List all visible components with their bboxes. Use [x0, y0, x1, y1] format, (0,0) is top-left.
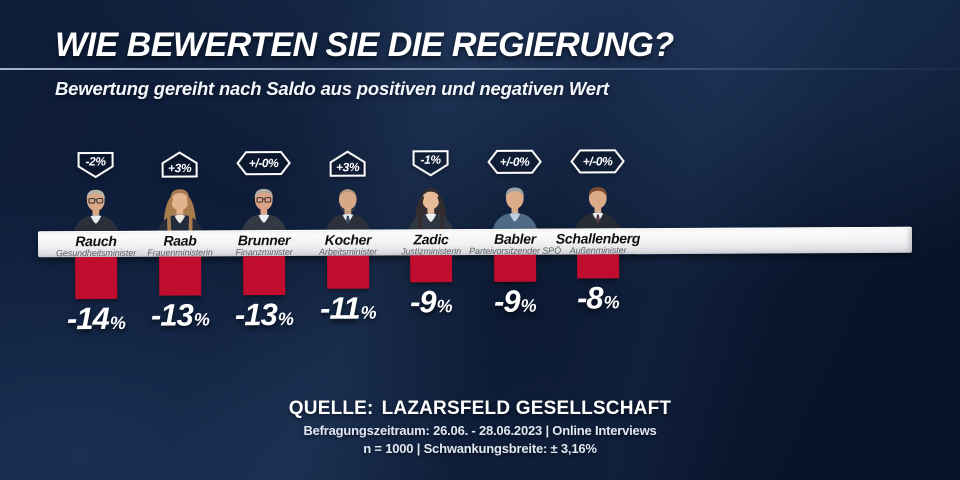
value-percent-sign: % [436, 296, 453, 317]
page-subtitle: Bewertung gereiht nach Saldo aus positiv… [55, 78, 609, 99]
change-badge-shape-icon [77, 151, 114, 179]
value-number: -14 [66, 300, 109, 337]
minister-column: +3% Raab Frauenministerin -13% [120, 147, 241, 378]
value-number: -9 [493, 283, 520, 319]
change-badge-shape-icon [329, 150, 366, 177]
sample-size: n = 1000 | Schwankungsbreite: ± 3,16% [363, 441, 597, 456]
change-value: +/-0% [248, 156, 279, 171]
value-number: -9 [409, 284, 436, 320]
change-value: +3% [168, 161, 192, 176]
survey-period: Befragungszeitraum: 26.06. - 28.06.2023 … [303, 423, 657, 438]
value-bar [494, 254, 537, 282]
value-number: -11 [319, 290, 360, 326]
change-badge: -2% [77, 151, 114, 179]
value-bar [577, 254, 620, 279]
change-badge-shape-icon [570, 149, 625, 174]
person-avatar-icon [319, 182, 377, 230]
nameplate: Schallenberg Außenminister [538, 230, 658, 257]
minister-name: Schallenberg [555, 230, 641, 247]
value-bar [410, 255, 453, 283]
change-value: +/-0% [582, 154, 613, 169]
change-badge-shape-icon [412, 150, 449, 177]
change-badge: +/-0% [570, 149, 625, 174]
person-avatar-icon [235, 182, 293, 231]
value-percent-sign: % [603, 292, 620, 313]
value-bar [327, 255, 370, 289]
change-badge: -1% [412, 150, 449, 177]
value-bar [243, 256, 286, 296]
change-badge-shape-icon [487, 149, 542, 174]
value-bar [75, 256, 118, 300]
value-number: -8 [576, 280, 603, 316]
minister-column: +/-0% Schallenberg Außenminister -8% [538, 145, 659, 376]
change-value: -1% [420, 152, 441, 167]
minister-column: +/-0% Brunner Finanzminister -13% [204, 147, 325, 378]
value-number: -13 [150, 297, 193, 333]
minister-column: -1% Zadic Justizministerin -9% [371, 146, 492, 377]
source-label: QUELLE: [288, 398, 374, 419]
change-value: -2% [85, 154, 106, 169]
value-number: -13 [234, 297, 277, 333]
change-badge: +/-0% [487, 149, 542, 174]
change-value: +3% [336, 160, 360, 175]
title-divider [0, 68, 960, 70]
minister-column: -2% Rauch Gesundheitsminister -14% [36, 148, 157, 379]
change-badge-shape-icon [161, 151, 198, 178]
value-label: -8% [538, 280, 658, 317]
minister-column: +3% Kocher Arbeitsminister -11% [288, 146, 409, 377]
minister-column: +/-0% Babler Parteivorsitzender SPÖ -9% [455, 146, 576, 377]
change-badge: +3% [329, 150, 366, 177]
person-avatar-icon [151, 182, 209, 231]
person-avatar-icon [67, 183, 125, 232]
person-avatar-icon [402, 181, 460, 230]
page-title: WIE BEWERTEN SIE DIE REGIERUNG? [55, 26, 674, 64]
change-value: +/-0% [499, 154, 530, 169]
minister-columns: -2% Rauch Gesundheitsminister -14% +3% R… [0, 0, 959, 336]
change-badge: +3% [161, 151, 198, 178]
value-percent-sign: % [520, 295, 537, 316]
source-line: QUELLE: LAZARSFELD GESELLSCHAFT [0, 398, 960, 420]
value-bar [159, 256, 202, 296]
source-footer: QUELLE: LAZARSFELD GESELLSCHAFT Befragung… [0, 398, 960, 456]
change-badge: +/-0% [236, 151, 291, 176]
source-name: LAZARSFELD GESELLSCHAFT [381, 398, 672, 419]
person-avatar-icon [569, 180, 627, 229]
person-avatar-icon [486, 181, 544, 229]
change-badge-shape-icon [236, 151, 291, 176]
